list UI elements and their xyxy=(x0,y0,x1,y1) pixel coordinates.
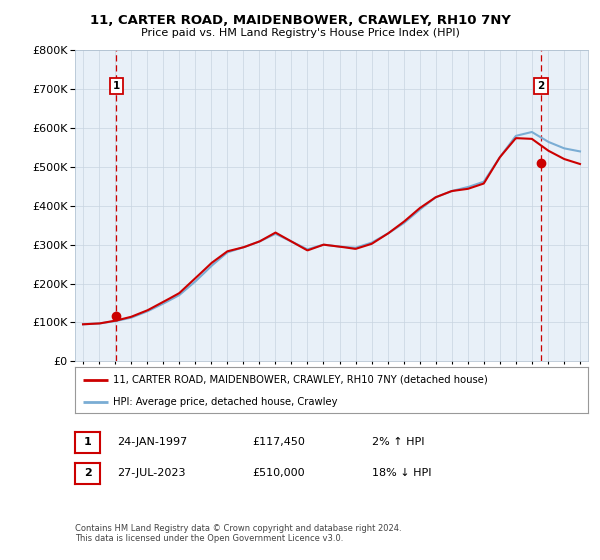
Text: HPI: Average price, detached house, Crawley: HPI: Average price, detached house, Craw… xyxy=(113,397,338,407)
Text: 18% ↓ HPI: 18% ↓ HPI xyxy=(372,468,431,478)
Text: 2: 2 xyxy=(84,468,91,478)
Text: Price paid vs. HM Land Registry's House Price Index (HPI): Price paid vs. HM Land Registry's House … xyxy=(140,28,460,38)
Text: 2% ↑ HPI: 2% ↑ HPI xyxy=(372,437,425,447)
Text: 24-JAN-1997: 24-JAN-1997 xyxy=(117,437,187,447)
Text: 11, CARTER ROAD, MAIDENBOWER, CRAWLEY, RH10 7NY (detached house): 11, CARTER ROAD, MAIDENBOWER, CRAWLEY, R… xyxy=(113,375,488,385)
Text: 2: 2 xyxy=(538,81,545,91)
Text: 1: 1 xyxy=(113,81,120,91)
Text: 27-JUL-2023: 27-JUL-2023 xyxy=(117,468,185,478)
Text: 11, CARTER ROAD, MAIDENBOWER, CRAWLEY, RH10 7NY: 11, CARTER ROAD, MAIDENBOWER, CRAWLEY, R… xyxy=(89,14,511,27)
Text: Contains HM Land Registry data © Crown copyright and database right 2024.
This d: Contains HM Land Registry data © Crown c… xyxy=(75,524,401,543)
Text: 1: 1 xyxy=(84,437,91,447)
Text: £510,000: £510,000 xyxy=(252,468,305,478)
Text: £117,450: £117,450 xyxy=(252,437,305,447)
